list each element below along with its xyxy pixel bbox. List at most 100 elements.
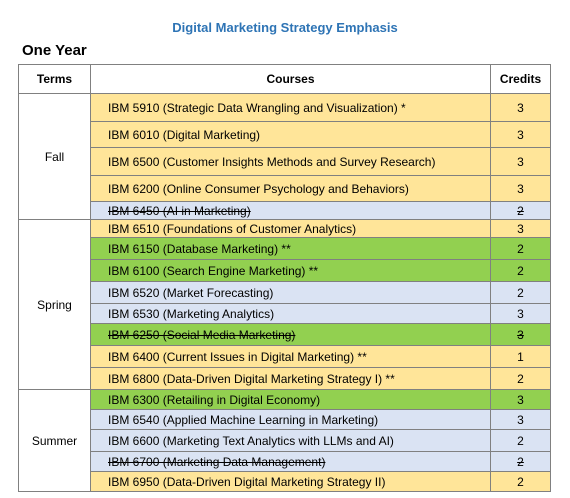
- credits-value: 3: [517, 154, 524, 169]
- credits-cell: 2: [490, 471, 551, 492]
- course-name: IBM 6150 (Database Marketing) **: [108, 241, 291, 256]
- credits-cell: 3: [490, 389, 551, 410]
- table-body: Fall IBM 5910 (Strategic Data Wrangling a…: [18, 93, 551, 492]
- course-name: IBM 5910 (Strategic Data Wrangling and V…: [108, 100, 406, 115]
- course-cell: IBM 6700 (Marketing Data Management): [90, 451, 491, 472]
- credits-cell: 2: [490, 281, 551, 304]
- credits-value: 3: [517, 181, 524, 196]
- table-row: IBM 6950 (Data-Driven Digital Marketing …: [19, 471, 551, 492]
- table-row: IBM 6540 (Applied Machine Learning in Ma…: [19, 409, 551, 430]
- course-name: IBM 6400 (Current Issues in Digital Mark…: [108, 349, 367, 364]
- course-name: IBM 6010 (Digital Marketing): [108, 127, 261, 142]
- credits-value: 2: [517, 371, 524, 386]
- credits-cell: 3: [490, 147, 551, 176]
- table-row: IBM 6450 (AI in Marketing) 2: [19, 201, 551, 220]
- course-name: IBM 6500 (Customer Insights Methods and …: [108, 154, 436, 169]
- credits-cell: 3: [490, 93, 551, 122]
- course-cell: IBM 6150 (Database Marketing) **: [90, 237, 491, 260]
- credits-value: 3: [517, 221, 524, 236]
- course-cell: IBM 6400 (Current Issues in Digital Mark…: [90, 345, 491, 368]
- credits-value: 2: [517, 454, 524, 469]
- credits-value: 2: [517, 433, 524, 448]
- table-row: Fall IBM 5910 (Strategic Data Wrangling a…: [18, 93, 551, 220]
- course-cell: IBM 6530 (Marketing Analytics): [90, 303, 491, 324]
- credits-value: 2: [517, 474, 524, 489]
- table-row: IBM 6520 (Market Forecasting) 2: [19, 281, 551, 304]
- course-cell: IBM 6200 (Online Consumer Psychology and…: [90, 175, 491, 202]
- credits-cell: 3: [490, 219, 551, 238]
- credits-value: 2: [517, 285, 524, 300]
- credits-value: 3: [517, 327, 524, 342]
- credits-value: 3: [517, 306, 524, 321]
- course-cell: IBM 6950 (Data-Driven Digital Marketing …: [90, 471, 491, 492]
- credits-cell: 2: [490, 429, 551, 452]
- course-schedule-table: Terms Courses Credits Fall IBM 5910 (Stra…: [18, 64, 551, 492]
- course-name: IBM 6300 (Retailing in Digital Economy): [108, 392, 321, 407]
- credits-cell: 2: [490, 201, 551, 220]
- credits-value: 3: [517, 127, 524, 142]
- plan-duration-heading: One Year: [22, 42, 87, 59]
- credits-cell: 3: [490, 175, 551, 202]
- credits-value: 3: [517, 412, 524, 427]
- terms-column-header: Terms: [18, 64, 91, 94]
- course-cell: IBM 6800 (Data-Driven Digital Marketing …: [90, 367, 491, 390]
- course-cell: IBM 6520 (Market Forecasting): [90, 281, 491, 304]
- credits-value: 3: [517, 100, 524, 115]
- course-cell: IBM 6250 (Social Media Marketing): [90, 323, 491, 346]
- credits-value: 3: [517, 392, 524, 407]
- table-row: IBM 6250 (Social Media Marketing) 3: [19, 323, 551, 346]
- table-row: IBM 6800 (Data-Driven Digital Marketing …: [19, 367, 551, 390]
- course-cell: IBM 5910 (Strategic Data Wrangling and V…: [90, 93, 491, 122]
- course-cell: IBM 6100 (Search Engine Marketing) **: [90, 259, 491, 282]
- credits-cell: 3: [490, 409, 551, 430]
- term-cell-summer: Summer: [18, 389, 91, 492]
- table-row: IBM 6400 (Current Issues in Digital Mark…: [19, 345, 551, 368]
- credits-cell: 2: [490, 451, 551, 472]
- course-name: IBM 6250 (Social Media Marketing): [108, 327, 296, 342]
- credits-value: 1: [517, 349, 524, 364]
- course-cell: IBM 6510 (Foundations of Customer Analyt…: [90, 219, 491, 238]
- credits-column-header: Credits: [490, 64, 551, 94]
- courses-column-header: Courses: [90, 64, 491, 94]
- course-name: IBM 6100 (Search Engine Marketing) **: [108, 263, 319, 278]
- credits-value: 2: [517, 203, 524, 218]
- course-cell: IBM 6300 (Retailing in Digital Economy): [90, 389, 491, 410]
- credits-cell: 2: [490, 367, 551, 390]
- term-cell-spring: Spring: [18, 219, 91, 390]
- course-name: IBM 6450 (AI in Marketing): [108, 203, 251, 218]
- course-name: IBM 6600 (Marketing Text Analytics with …: [108, 433, 394, 448]
- credits-cell: 3: [490, 323, 551, 346]
- course-cell: IBM 6500 (Customer Insights Methods and …: [90, 147, 491, 176]
- credits-value: 2: [517, 263, 524, 278]
- course-cell: IBM 6010 (Digital Marketing): [90, 121, 491, 148]
- page-title: Digital Marketing Strategy Emphasis: [172, 20, 398, 35]
- table-row: IBM 6100 (Search Engine Marketing) ** 2: [19, 259, 551, 282]
- course-cell: IBM 6600 (Marketing Text Analytics with …: [90, 429, 491, 452]
- course-name: IBM 6950 (Data-Driven Digital Marketing …: [108, 474, 386, 489]
- course-name: IBM 6520 (Market Forecasting): [108, 285, 274, 300]
- table-header-row: Terms Courses Credits: [18, 64, 551, 94]
- table-row: IBM 6700 (Marketing Data Management) 2: [19, 451, 551, 472]
- credits-cell: 2: [490, 237, 551, 260]
- course-cell: IBM 6450 (AI in Marketing): [90, 201, 491, 220]
- credits-cell: 3: [490, 303, 551, 324]
- table-row: Spring IBM 6510 (Foundations of Customer …: [18, 219, 551, 390]
- table-row: IBM 6150 (Database Marketing) ** 2: [19, 237, 551, 260]
- table-row: IBM 6010 (Digital Marketing) 3: [19, 121, 551, 148]
- table-row: IBM 6200 (Online Consumer Psychology and…: [19, 175, 551, 202]
- table-row: IBM 6600 (Marketing Text Analytics with …: [19, 429, 551, 452]
- course-name: IBM 6700 (Marketing Data Management): [108, 454, 326, 469]
- table-row: Summer IBM 6300 (Retailing in Digital Eco…: [18, 389, 551, 492]
- course-name: IBM 6800 (Data-Driven Digital Marketing …: [108, 371, 395, 386]
- credits-cell: 3: [490, 121, 551, 148]
- credits-cell: 2: [490, 259, 551, 282]
- table-row: IBM 6500 (Customer Insights Methods and …: [19, 147, 551, 176]
- credits-cell: 1: [490, 345, 551, 368]
- credits-value: 2: [517, 241, 524, 256]
- table-row: IBM 6530 (Marketing Analytics) 3: [19, 303, 551, 324]
- course-name: IBM 6540 (Applied Machine Learning in Ma…: [108, 412, 379, 427]
- term-cell-fall: Fall: [18, 93, 91, 220]
- course-name: IBM 6510 (Foundations of Customer Analyt…: [108, 221, 357, 236]
- course-name: IBM 6530 (Marketing Analytics): [108, 306, 275, 321]
- course-name: IBM 6200 (Online Consumer Psychology and…: [108, 181, 409, 196]
